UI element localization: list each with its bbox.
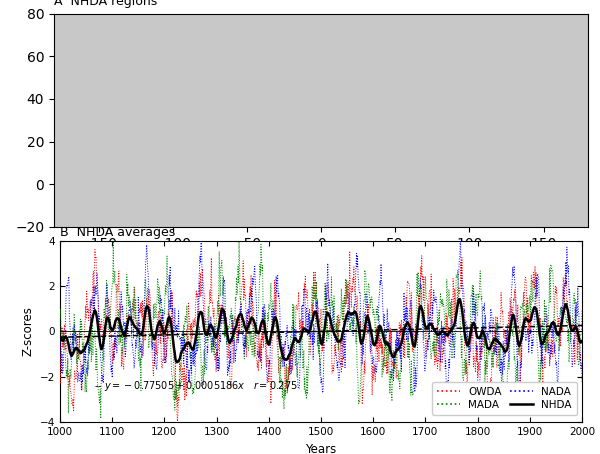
Text: -- $y=-0.77505 + 0.0005186x$   $r = 0.275$: -- $y=-0.77505 + 0.0005186x$ $r = 0.275$ xyxy=(94,379,298,393)
Text: B  NHDA averages: B NHDA averages xyxy=(60,227,175,239)
Y-axis label: Z-scores: Z-scores xyxy=(21,306,34,356)
X-axis label: Years: Years xyxy=(305,443,337,454)
Text: A  NHDA regions: A NHDA regions xyxy=(54,0,157,8)
Legend: OWDA, MADA, NADA, NHDA: OWDA, MADA, NADA, NHDA xyxy=(431,382,577,415)
